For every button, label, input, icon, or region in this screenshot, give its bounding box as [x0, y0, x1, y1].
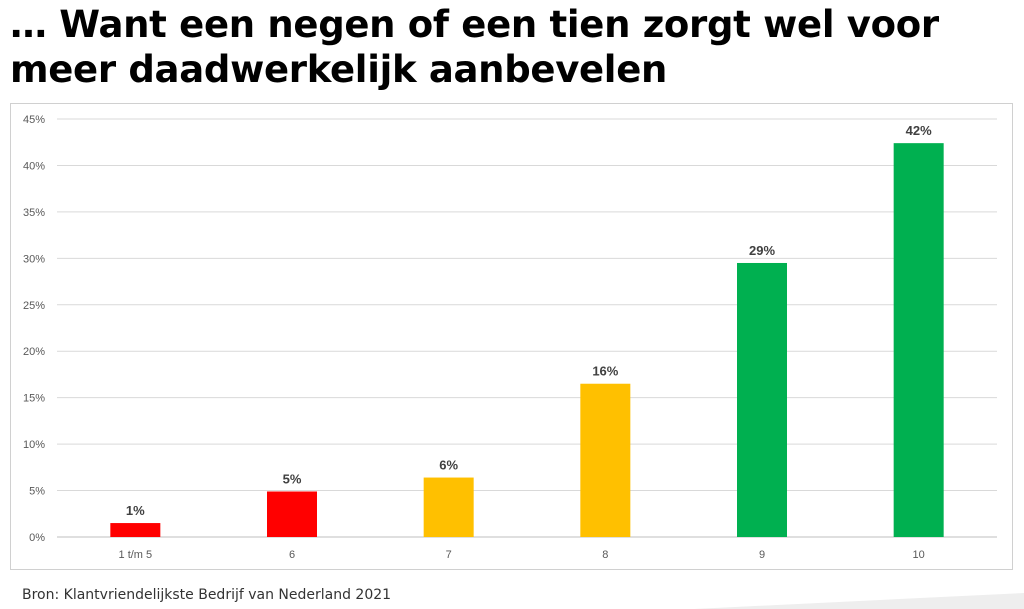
y-tick-label: 5% — [29, 486, 45, 498]
bar-4 — [580, 383, 631, 537]
y-tick-label: 15% — [23, 393, 45, 405]
bar-6 — [893, 143, 944, 537]
bar-2 — [267, 491, 317, 537]
bar-chart: 0% 5% 10% 15% 20% 25% 30% 35% 40% 45% 1% 1 t/m 5 5% 6… — [23, 114, 997, 561]
bar-1 — [110, 523, 161, 537]
decorative-accent — [694, 593, 1024, 609]
x-tick-label: 8 — [602, 549, 608, 561]
data-label: 42% — [906, 123, 932, 138]
y-tick-label: 0% — [29, 532, 45, 544]
x-tick-label: 6 — [289, 549, 295, 561]
x-tick-label: 9 — [759, 549, 765, 561]
x-tick-label: 7 — [446, 549, 452, 561]
y-tick-label: 35% — [23, 207, 45, 219]
chart-area: 0% 5% 10% 15% 20% 25% 30% 35% 40% 45% 1% 1 t/m 5 5% 6… — [10, 103, 1013, 570]
y-tick-label: 40% — [23, 160, 45, 172]
x-tick-label: 10 — [913, 549, 925, 561]
data-label: 29% — [749, 243, 775, 258]
bar-5 — [737, 262, 787, 537]
y-tick-label: 45% — [23, 114, 45, 126]
data-label: 6% — [439, 458, 458, 473]
y-tick-label: 20% — [23, 346, 45, 358]
page-title: … Want een negen of een tien zorgt wel v… — [10, 3, 939, 91]
data-label: 5% — [283, 471, 302, 486]
y-tick-label: 10% — [23, 439, 45, 451]
bar-3 — [423, 477, 474, 537]
y-tick-label: 30% — [23, 253, 45, 265]
data-label: 1% — [126, 503, 145, 518]
x-tick-label: 1 t/m 5 — [119, 549, 153, 561]
y-tick-label: 25% — [23, 300, 45, 312]
source-note: Bron: Klantvriendelijkste Bedrijf van Ne… — [22, 587, 392, 603]
data-label: 16% — [592, 364, 618, 379]
